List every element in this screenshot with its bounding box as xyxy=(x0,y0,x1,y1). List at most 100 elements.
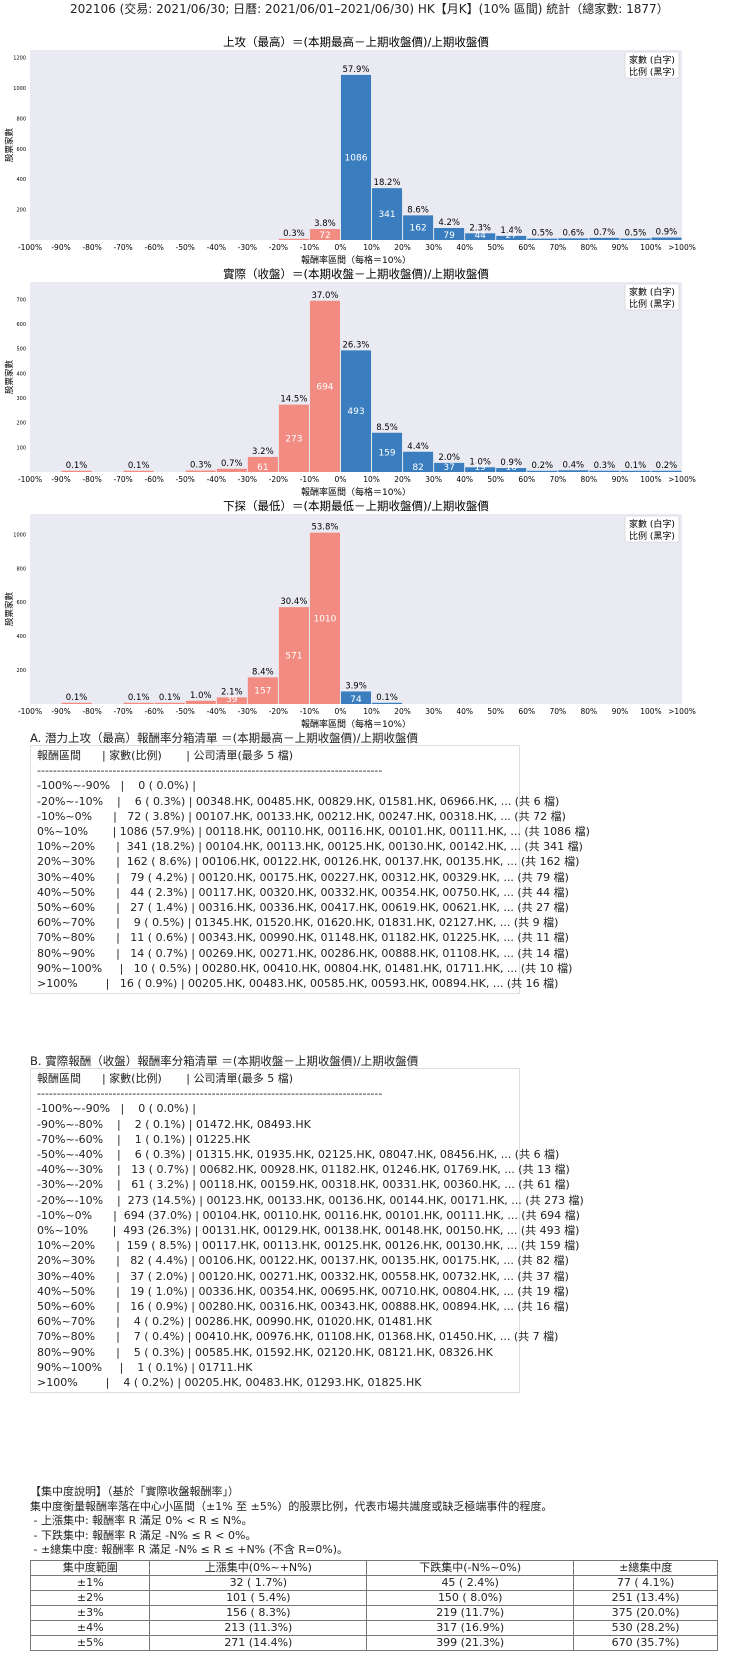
bar xyxy=(278,404,309,472)
bar xyxy=(558,238,589,240)
bar xyxy=(434,227,465,240)
bar xyxy=(216,468,247,472)
x-tick-label: 10% xyxy=(363,243,380,252)
list-item: -100%~-90% | 0 ( 0.0%) | xyxy=(37,1102,196,1116)
percent-label: 0.3% xyxy=(594,461,616,471)
list-item: -90%~-80% | 2 ( 0.1%) | 01472.HK, 08493.… xyxy=(37,1117,311,1131)
x-tick-label: -80% xyxy=(82,243,101,252)
list-divider: ----------------------------------------… xyxy=(37,1087,383,1101)
legend-percent-label: 比例 (黑字) xyxy=(629,530,675,542)
percent-label: 0.1% xyxy=(128,693,150,703)
table-row: ±1% 32 ( 1.7%) 45 ( 2.4%) 77 ( 4.1%) xyxy=(29,1574,718,1591)
table-header-cell: 下跌集中(-N%~0%) xyxy=(366,1559,575,1576)
list-item: 80%~90% | 14 ( 0.7%) | 00269.HK, 00271.H… xyxy=(37,946,569,960)
count-label: 159 xyxy=(378,448,395,458)
x-tick-label: -100% xyxy=(18,243,42,252)
x-tick-label: -20% xyxy=(269,475,288,484)
bar xyxy=(403,215,434,240)
bar xyxy=(185,700,216,704)
section-a-list: 報酬區間 | 家數(比例) | 公司清單(最多 5 檔) -----------… xyxy=(30,745,590,995)
count-label: 82 xyxy=(412,463,423,473)
x-axis-label: 報酬率區間（每格＝10%） xyxy=(301,486,411,498)
y-tick-label: 1000 xyxy=(13,532,26,538)
list-item: -40%~-30% | 13 ( 0.7%) | 00682.HK, 00928… xyxy=(37,1163,570,1177)
bar xyxy=(465,467,496,472)
bar xyxy=(589,237,620,240)
table-cell: 399 (21.3%) xyxy=(366,1634,575,1651)
table-cell: ±2% xyxy=(29,1589,151,1606)
x-tick-label: 100% xyxy=(640,475,661,484)
list-item: -10%~0% | 694 (37.0%) | 00104.HK, 00110.… xyxy=(37,1208,580,1222)
bar xyxy=(278,607,309,704)
bar xyxy=(651,237,682,240)
y-tick-label: 200 xyxy=(16,421,26,427)
table-cell: ±3% xyxy=(29,1604,151,1621)
table-cell: 530 (28.2%) xyxy=(573,1619,718,1636)
page-title: 202106 (交易: 2021/06/30; 日曆: 2021/06/01–2… xyxy=(70,2,669,16)
list-item: 20%~30% | 162 ( 8.6%) | 00106.HK, 00122.… xyxy=(37,855,580,869)
x-tick-label: -10% xyxy=(300,707,319,716)
section-a-title: A. 潛力上攻（最高）報酬率分箱清單 ＝(本期最高－上期收盤價)/上期收盤價 xyxy=(30,731,418,745)
percent-label: 4.4% xyxy=(407,442,429,452)
x-tick-label: 30% xyxy=(425,243,442,252)
table-cell: 271 (14.4%) xyxy=(149,1634,368,1651)
percent-label: 0.1% xyxy=(128,461,150,471)
x-tick-label: -80% xyxy=(82,707,101,716)
table-cell: 150 ( 8.0%) xyxy=(366,1589,575,1606)
x-tick-label: -30% xyxy=(238,475,257,484)
x-tick-label: 80% xyxy=(581,707,598,716)
list-item: -70%~-60% | 1 ( 0.1%) | 01225.HK xyxy=(37,1132,250,1146)
table-row: ±4% 213 (11.3%) 317 (16.9%) 530 (28.2%) xyxy=(29,1619,718,1636)
concentration-bullet: - 下跌集中: 報酬率 R 滿足 -N% ≤ R < 0%。 xyxy=(30,1528,257,1542)
list-item: -20%~-10% | 273 (14.5%) | 00123.HK, 0013… xyxy=(37,1193,584,1207)
bar xyxy=(247,677,278,704)
count-label: 61 xyxy=(257,463,268,473)
table-header-row: 集中度範圍 上漲集中(0%~+N%) 下跌集中(-N%~0%) ±總集中度 xyxy=(29,1559,718,1576)
x-tick-label: 70% xyxy=(549,707,566,716)
concentration-bullet: - ±總集中度: 報酬率 R 滿足 -N% ≤ R ≤ +N% (不含 R=0%… xyxy=(30,1543,349,1556)
count-label: 72 xyxy=(319,231,330,241)
bar xyxy=(61,470,92,472)
list-item: 10%~20% | 159 ( 8.5%) | 00117.HK, 00113.… xyxy=(37,1239,580,1253)
percent-label: 0.5% xyxy=(531,229,553,239)
x-tick-label: -50% xyxy=(176,243,195,252)
chart-low: 下探（最低）＝(本期最低－上期收盤價)/上期收盤價 200 400 600 800 100… xyxy=(4,499,696,730)
list-item: 60%~70% | 4 ( 0.2%) | 00286.HK, 00990.HK… xyxy=(37,1315,432,1329)
y-tick-label: 400 xyxy=(16,371,26,377)
x-tick-label: -40% xyxy=(207,475,226,484)
x-tick-label: -70% xyxy=(113,707,132,716)
table-cell: 375 (20.0%) xyxy=(573,1604,718,1621)
count-label: 157 xyxy=(254,687,271,697)
percent-label: 53.8% xyxy=(311,523,338,533)
chart-title: 上攻（最高）＝(本期最高－上期收盤價)/上期收盤價 xyxy=(223,35,489,49)
table-header-cell: ±總集中度 xyxy=(573,1559,718,1576)
bar xyxy=(527,238,558,240)
x-tick-label: 0% xyxy=(335,243,347,252)
table-cell: 213 (11.3%) xyxy=(149,1619,368,1636)
list-item: -30%~-20% | 61 ( 3.2%) | 00118.HK, 00159… xyxy=(37,1178,570,1192)
y-axis-label: 股票家數 xyxy=(4,360,15,395)
x-tick-label: 90% xyxy=(612,475,629,484)
bar xyxy=(372,432,403,472)
y-tick-label: 100 xyxy=(16,445,26,451)
x-tick-label: 70% xyxy=(549,475,566,484)
bar xyxy=(340,74,372,240)
concentration-section: 【集中度說明】（基於「實際收盤報酬率」） 集中度衡量報酬率落在中心小區間（±1%… xyxy=(29,1485,718,1651)
list-item: 20%~30% | 82 ( 4.4%) | 00106.HK, 00122.H… xyxy=(37,1254,569,1268)
bar xyxy=(154,702,185,704)
list-item: 10%~20% | 341 (18.2%) | 00104.HK, 00113.… xyxy=(37,840,583,854)
legend-count-label: 家數 (白字) xyxy=(629,286,675,298)
x-tick-label: 100% xyxy=(640,707,661,716)
y-tick-label: 1000 xyxy=(13,86,26,92)
list-divider: ----------------------------------------… xyxy=(37,764,383,778)
count-label: 37 xyxy=(443,463,454,473)
table-cell: ±5% xyxy=(29,1634,151,1651)
x-tick-label: 40% xyxy=(456,243,473,252)
x-tick-label: >100% xyxy=(668,243,696,252)
legend-box xyxy=(624,283,680,311)
x-tick-label: 80% xyxy=(581,475,598,484)
x-tick-label: 10% xyxy=(363,475,380,484)
x-tick-label: 60% xyxy=(518,243,535,252)
count-label: 19 xyxy=(474,463,486,473)
percent-label: 37.0% xyxy=(311,291,338,301)
